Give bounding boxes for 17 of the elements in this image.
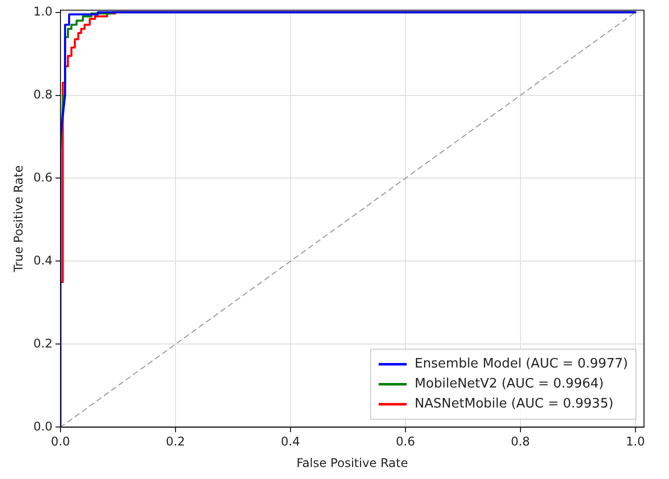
x-tick-label: 0.2: [166, 434, 186, 449]
y-tick-label: 0.6: [33, 170, 52, 184]
y-tick-label: 1.0: [33, 4, 52, 18]
y-axis-title: True Positive Rate: [11, 165, 26, 274]
y-tick-label: 0.8: [33, 87, 52, 102]
x-tick-label: 0.4: [280, 434, 300, 449]
y-tick-label: 0.4: [33, 253, 52, 268]
x-tick-label: 0.8: [510, 434, 530, 449]
x-axis-title: False Positive Rate: [296, 456, 408, 470]
y-tick-label: 0.0: [33, 419, 52, 434]
legend-label: Ensemble Model (AUC = 0.9977): [414, 356, 628, 372]
x-tick-label: 0.0: [50, 434, 70, 449]
y-tick-label: 0.2: [33, 336, 52, 350]
legend-label: MobileNetV2 (AUC = 0.9964): [414, 376, 604, 392]
legend-label: NASNetMobile (AUC = 0.9935): [414, 396, 614, 412]
x-tick-label: 0.6: [396, 434, 415, 449]
x-tick-label: 1.0: [626, 434, 645, 449]
